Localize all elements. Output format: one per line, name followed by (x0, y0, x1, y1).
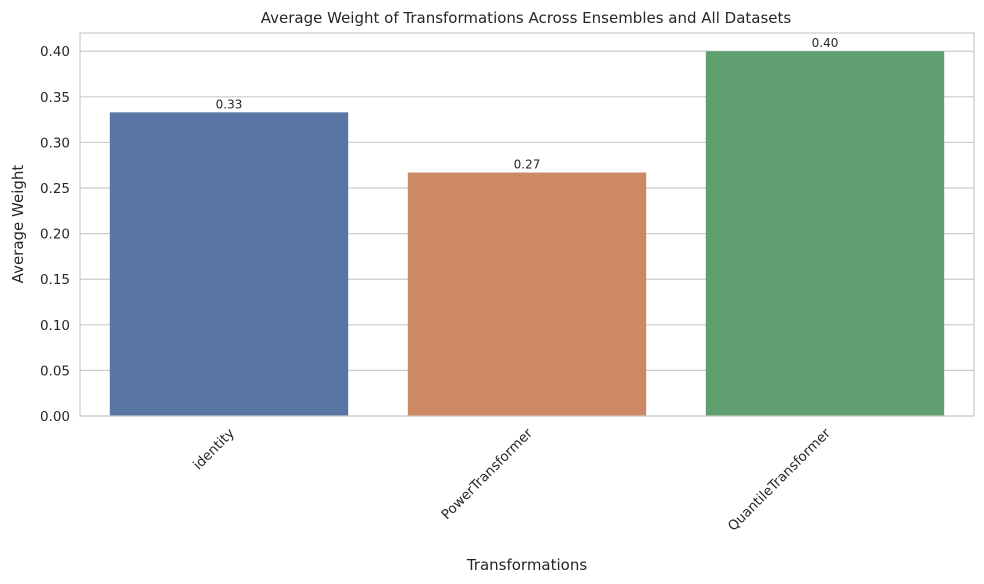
chart-title: Average Weight of Transformations Across… (261, 9, 792, 27)
bar (407, 172, 647, 416)
y-tick-label: 0.40 (40, 44, 70, 60)
x-tick-label: QuantileTransformer (725, 425, 834, 534)
y-tick-label: 0.05 (40, 363, 70, 379)
data-labels: 0.33 0.27 0.40 (216, 36, 839, 171)
bar (109, 112, 349, 416)
x-axis-label: Transformations (466, 556, 588, 574)
y-tick-label: 0.15 (40, 272, 70, 288)
plot-frame (79, 32, 975, 417)
y-tick-label: 0.00 (40, 409, 70, 425)
x-tick-label: PowerTransformer (438, 425, 536, 523)
y-tick-label: 0.35 (40, 90, 70, 106)
x-tick-labels: identity PowerTransformer QuantileTransfor… (190, 425, 834, 534)
y-tick-label: 0.30 (40, 135, 70, 151)
bar (705, 51, 945, 416)
data-label: 0.33 (216, 97, 243, 111)
data-label: 0.27 (514, 158, 541, 172)
y-tick-label: 0.20 (40, 227, 70, 243)
y-axis-label: Average Weight (9, 165, 27, 284)
y-tick-label: 0.10 (40, 318, 70, 334)
x-tick-label: identity (190, 426, 238, 474)
y-tick-label: 0.25 (40, 181, 70, 197)
bars (109, 51, 945, 416)
y-tick-labels: 0.00 0.05 0.10 0.15 0.20 0.25 0.30 0.35 0.40 (40, 44, 70, 425)
data-label: 0.40 (812, 36, 839, 50)
